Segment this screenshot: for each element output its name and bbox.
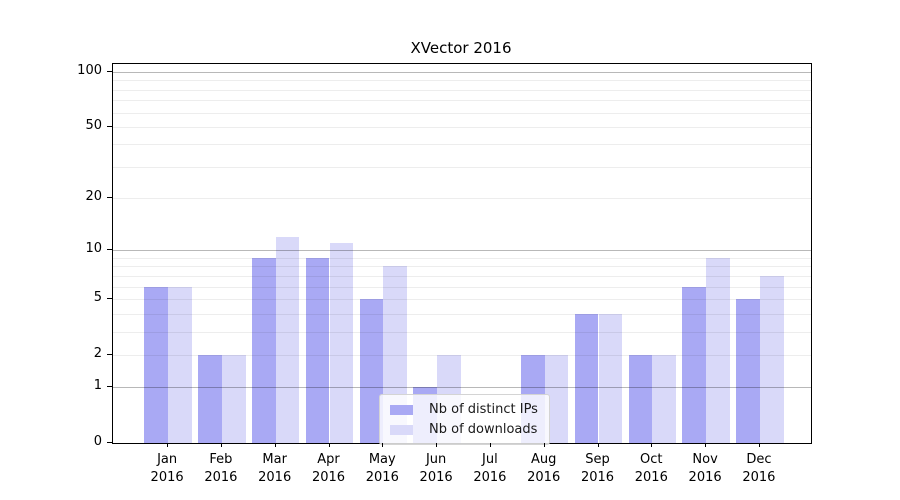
y-tick-label: 10: [85, 241, 102, 257]
x-tick-label-nov: Nov 2016: [688, 452, 722, 485]
x-tick: [597, 443, 599, 447]
bar-oct-downloads: [652, 354, 677, 443]
x-tick-label-jan: Jan 2016: [150, 452, 184, 485]
x-tick: [382, 443, 384, 447]
y-tick-label: 2: [93, 345, 102, 361]
gridline-major: [113, 250, 811, 252]
gridline-minor: [113, 266, 811, 268]
x-tick: [220, 443, 222, 447]
gridline-minor: [113, 257, 811, 259]
x-tick: [436, 443, 438, 447]
x-tick: [651, 443, 653, 447]
x-tick-label-jun: Jun 2016: [419, 452, 453, 485]
x-tick-label-apr: Apr 2016: [311, 452, 346, 485]
legend: Nb of distinct IPs Nb of downloads: [379, 394, 550, 445]
bar-apr-downloads: [329, 243, 354, 443]
x-tick-label-jul: Jul 2016: [473, 452, 507, 485]
gridline-major: [113, 387, 811, 389]
x-tick-label-may: May 2016: [365, 452, 399, 485]
y-tick-label: 50: [85, 117, 102, 133]
y-tick-label: 0: [93, 434, 102, 449]
x-tick: [705, 443, 707, 447]
bar-aug-downloads: [544, 354, 569, 443]
x-tick: [543, 443, 545, 447]
bar-jan-ips: [144, 286, 169, 443]
x-tick: [167, 443, 169, 447]
bar-dec-downloads: [759, 275, 784, 443]
legend-item-downloads: Nb of downloads: [387, 422, 538, 437]
chart-title: XVector 2016: [410, 39, 512, 57]
bar-nov-ips: [682, 286, 707, 443]
bar-jan-downloads: [168, 286, 192, 443]
y-tick: [107, 249, 112, 251]
bar-mar-downloads: [275, 236, 300, 443]
gridline-minor: [113, 354, 811, 356]
x-tick: [758, 443, 760, 447]
y-tick: [107, 297, 112, 299]
gridline-minor: [113, 89, 811, 91]
gridline-minor: [113, 275, 811, 277]
legend-label-downloads: Nb of downloads: [429, 422, 538, 437]
bar-dec-ips: [736, 298, 760, 443]
y-tick: [107, 125, 112, 127]
y-tick: [107, 353, 112, 355]
x-tick: [489, 443, 491, 447]
gridline-minor: [113, 286, 811, 288]
x-tick: [274, 443, 276, 447]
x-tick-label-feb: Feb 2016: [204, 452, 238, 485]
bar-nov-downloads: [706, 257, 730, 443]
plot-area: Nb of distinct IPs Nb of downloads: [112, 63, 812, 445]
x-tick-label-aug: Aug 2016: [527, 452, 561, 485]
y-tick-label: 20: [85, 189, 102, 205]
gridline-minor: [113, 112, 811, 114]
x-tick-label-dec: Dec 2016: [742, 452, 776, 485]
legend-item-distinct-ips: Nb of distinct IPs: [387, 402, 538, 417]
y-tick-label: 5: [93, 289, 102, 305]
gridline-major: [113, 71, 811, 73]
x-tick-label-oct: Oct 2016: [634, 452, 668, 485]
y-tick: [107, 386, 112, 388]
gridline-minor: [113, 298, 811, 300]
y-tick: [107, 442, 112, 443]
bar-sep-ips: [574, 313, 599, 443]
gridline-minor: [113, 100, 811, 102]
gridline-minor: [113, 80, 811, 82]
gridline-minor: [113, 331, 811, 333]
gridline-minor: [113, 166, 811, 168]
x-tick: [328, 443, 330, 447]
bar-apr-ips: [305, 257, 330, 443]
bar-sep-downloads: [598, 313, 623, 443]
bar-mar-ips: [251, 257, 276, 443]
legend-swatch-ips-icon: [390, 404, 413, 415]
gridline-minor: [113, 198, 811, 200]
x-tick-label-mar: Mar 2016: [258, 452, 292, 485]
bar-oct-ips: [628, 354, 653, 443]
legend-label-distinct-ips: Nb of distinct IPs: [429, 402, 538, 417]
bar-feb-downloads: [221, 354, 246, 443]
y-tick-label: 1: [93, 378, 102, 394]
gridline-minor: [113, 313, 811, 315]
bar-may-ips: [359, 298, 384, 443]
legend-swatch-downloads-icon: [390, 424, 413, 435]
gridline-minor: [113, 144, 811, 146]
y-tick: [107, 197, 112, 199]
bar-feb-ips: [198, 354, 222, 443]
y-tick-label: 100: [77, 62, 102, 78]
x-tick-label-sep: Sep 2016: [580, 452, 615, 485]
gridline-minor: [113, 126, 811, 128]
y-tick: [107, 70, 112, 72]
